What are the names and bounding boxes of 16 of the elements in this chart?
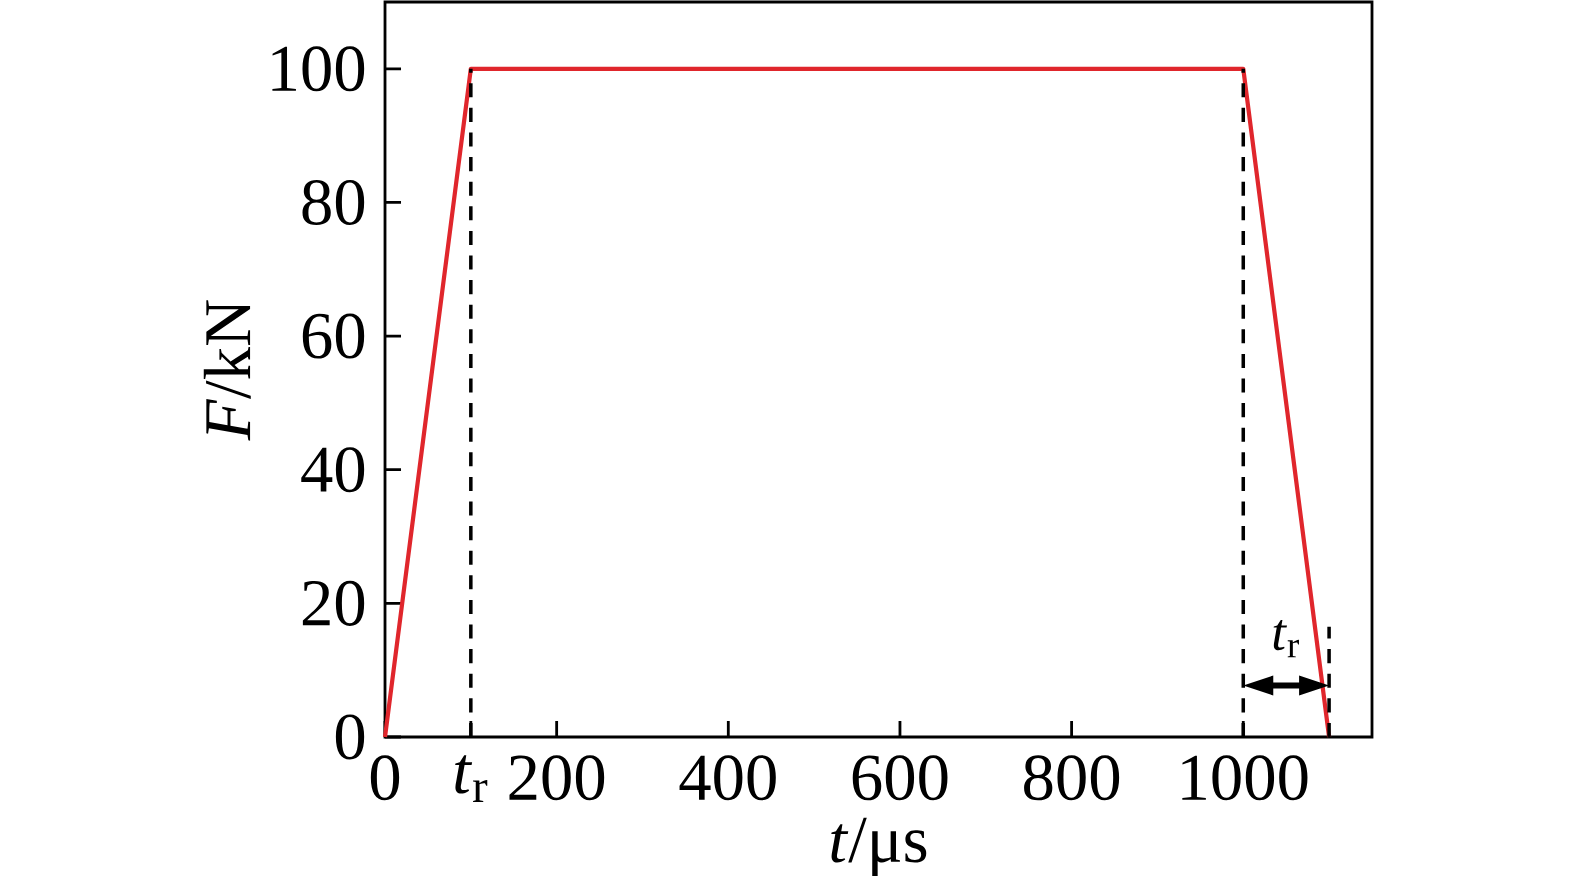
y-tick-label: 100 bbox=[272, 46, 365, 92]
x-tick-label: 1000 bbox=[1182, 755, 1308, 801]
x-tick-label: 600 bbox=[852, 755, 948, 801]
annotation: t$_{r}$ bbox=[1273, 619, 1299, 658]
x-axis-title: t/μs bbox=[831, 817, 927, 877]
x-tick-label: t$_{r}$ bbox=[455, 755, 488, 802]
y-tick-label: 0 bbox=[335, 714, 365, 760]
y-tick-label: 40 bbox=[301, 447, 365, 493]
x-tick-label: 0 bbox=[370, 755, 400, 801]
x-tick-label: 200 bbox=[509, 755, 605, 801]
x-tick-label: 800 bbox=[1024, 755, 1120, 801]
y-tick-label: 20 bbox=[302, 580, 365, 626]
x-tick-label: 400 bbox=[679, 755, 776, 801]
y-tick-label: 80 bbox=[302, 179, 365, 225]
y-axis-title: F/kN bbox=[203, 300, 251, 441]
y-tick-label: 60 bbox=[302, 313, 365, 359]
